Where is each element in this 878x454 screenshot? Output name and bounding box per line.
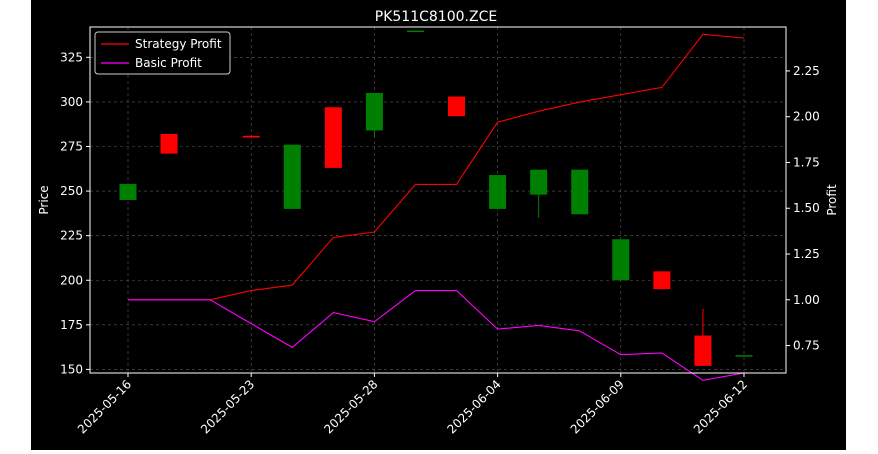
candle-body: [283, 144, 301, 209]
candlesticks: [119, 30, 753, 366]
y-tick-label-right: 2.00: [793, 110, 820, 124]
x-tick-label: 2025-06-04: [445, 377, 504, 436]
y-axis-label-left: Price: [37, 185, 51, 214]
y-tick-label-left: 225: [60, 229, 83, 243]
x-axis: 2025-05-16 2025-05-23 2025-05-28 2025-06-04…: [75, 373, 750, 436]
candle-body: [448, 96, 466, 117]
y-tick-label-left: 275: [60, 139, 83, 153]
chart-title: PK511C8100.ZCE: [375, 9, 497, 25]
x-tick-label: 2025-06-09: [568, 377, 627, 436]
y-tick-label-left: 300: [60, 95, 83, 109]
legend-label-strategy: Strategy Profit: [135, 37, 222, 51]
y-tick-label-right: 1.25: [793, 247, 820, 261]
x-tick-label: 2025-05-16: [75, 377, 134, 436]
candle-body: [365, 92, 383, 131]
y-tick-label-left: 250: [60, 184, 83, 198]
chart-figure: PK511C8100.ZCE 150 175 200 225 250 275 300 325 …: [31, 0, 846, 450]
y-tick-label-right: 1.75: [793, 155, 820, 169]
y-tick-label-left: 150: [60, 362, 83, 376]
y-tick-label-left: 200: [60, 273, 83, 287]
y-tick-label-left: 175: [60, 318, 83, 332]
x-tick-label: 2025-06-12: [691, 377, 750, 436]
grid-lines: [90, 27, 786, 373]
chart-svg: PK511C8100.ZCE 150175200225250275300325 …: [37, 9, 839, 436]
profit-lines: [128, 33, 745, 381]
y-tick-label-right: 0.75: [793, 339, 820, 353]
plot-frame: [89, 26, 787, 374]
y-tick-label-right: 1.00: [793, 293, 820, 307]
candle-body: [242, 135, 260, 138]
candle-body: [735, 355, 753, 357]
strategy-profit-line: [128, 33, 745, 301]
candle-body: [119, 183, 137, 200]
candle-body: [324, 107, 342, 168]
candle-body: [160, 134, 178, 154]
legend: Strategy Profit Basic Profit: [94, 31, 231, 75]
x-tick-label: 2025-05-23: [198, 377, 257, 436]
candle-body: [694, 335, 712, 366]
y-tick-label-left: 325: [60, 50, 83, 64]
candle-body: [406, 30, 424, 33]
candle-body: [612, 239, 630, 281]
candle-body: [530, 169, 548, 195]
right-axis: 0.75 1.00 1.25 1.50 1.75 2.00 2.25: [786, 64, 820, 353]
y-tick-label-right: 2.25: [793, 64, 820, 78]
y-tick-label-right: 1.50: [793, 201, 820, 215]
y-axis-label-right: Profit: [825, 184, 839, 216]
basic-profit-line: [128, 290, 745, 381]
candle-body: [571, 169, 589, 215]
candle-body: [653, 271, 671, 290]
candle-body: [489, 175, 507, 209]
left-axis: 150 175 200 225 250 275 300 325: [60, 50, 90, 376]
legend-label-basic: Basic Profit: [135, 56, 202, 70]
x-tick-label: 2025-05-28: [321, 377, 380, 436]
